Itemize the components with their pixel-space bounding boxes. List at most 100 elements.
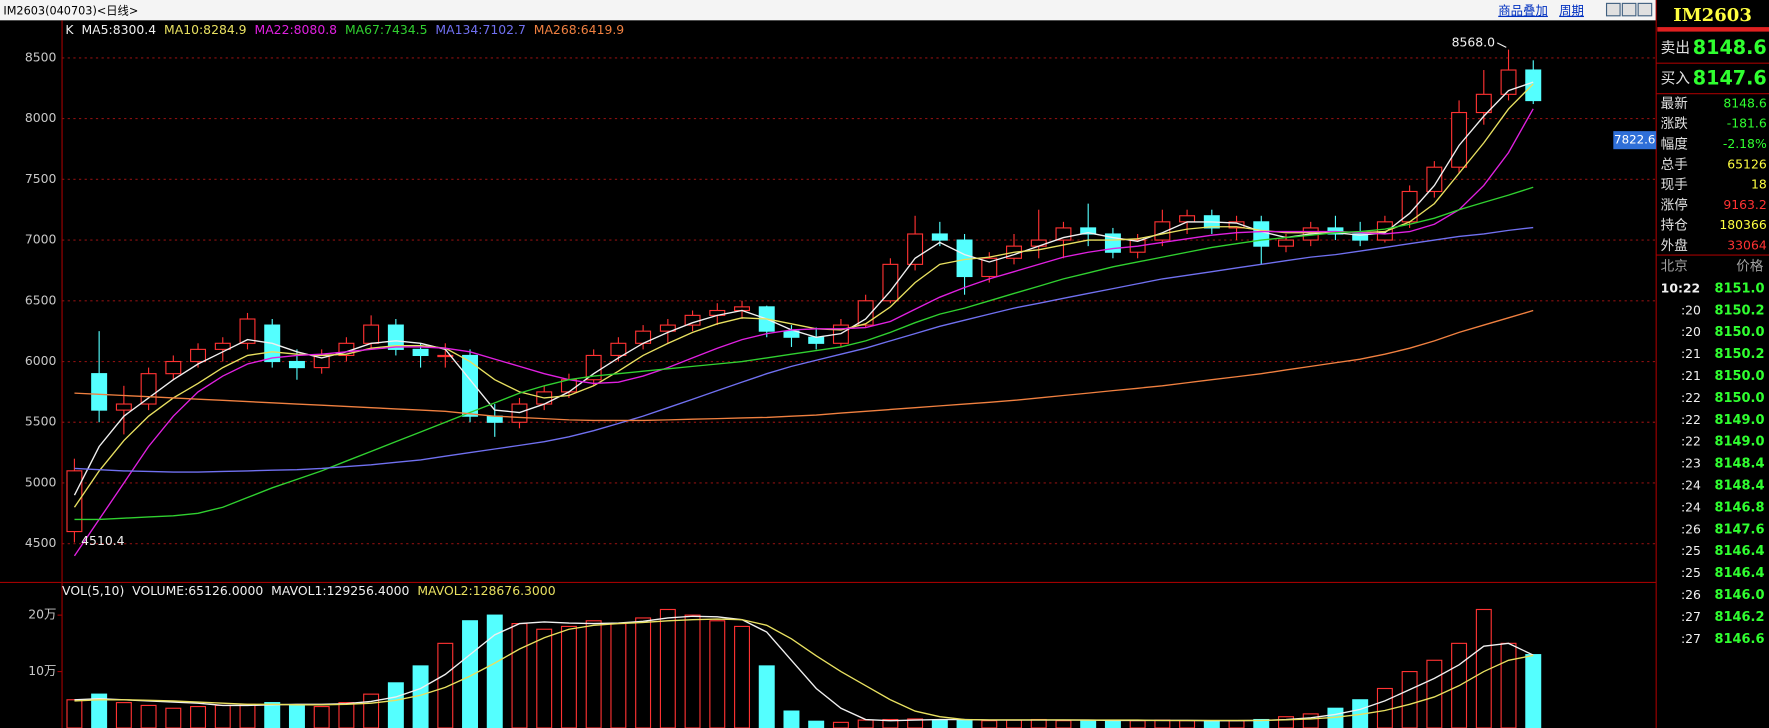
tick-price: 8146.8: [1714, 500, 1764, 515]
quote-value: 8148.6: [1723, 95, 1767, 110]
candle-body: [882, 263, 899, 302]
high-arrow: [1496, 42, 1507, 48]
volume-bar: [437, 642, 454, 728]
price-tag: 7822.6: [1614, 133, 1655, 147]
legend-entry: MA268:6419.9: [534, 22, 625, 37]
candle-body: [1500, 69, 1517, 95]
tick-price: 8148.4: [1714, 457, 1764, 472]
quote-value: 65126: [1727, 156, 1767, 171]
volume-bar: [1006, 719, 1022, 728]
top-bar: [0, 0, 1657, 21]
y-tick-label: 8000: [25, 110, 57, 125]
overlay-link[interactable]: 商品叠加: [1498, 3, 1548, 18]
volume-bar: [115, 702, 132, 728]
quote-value: 18: [1751, 177, 1767, 192]
volume-bar: [1302, 713, 1319, 728]
nav-zoom-button[interactable]: [1637, 2, 1653, 17]
volume-bar: [1030, 718, 1047, 728]
tick-price: 8146.0: [1714, 588, 1764, 603]
volume-bar: [363, 693, 380, 728]
low-label: 4510.4: [81, 533, 125, 548]
candle-body: [1451, 111, 1468, 168]
volume-bar: [709, 620, 726, 728]
volume-bar: [635, 617, 652, 728]
volume-bar: [585, 620, 602, 728]
legend-entry: MA5:8300.4: [81, 22, 156, 37]
tick-time: :24: [1681, 499, 1701, 514]
y-tick-label: 7000: [25, 232, 57, 247]
candle-body: [610, 342, 627, 357]
tick-time: :26: [1681, 587, 1701, 602]
volume-bar: [734, 625, 751, 728]
volume-bar: [264, 702, 281, 728]
candle-body: [412, 348, 429, 357]
volume-bar: [659, 608, 676, 728]
volume-bar: [140, 704, 157, 728]
tick-price: 8150.2: [1714, 347, 1764, 362]
volume-bar: [511, 623, 528, 728]
volume-bar: [882, 718, 899, 728]
quote-label: 涨停: [1661, 196, 1688, 213]
y-tick-label: 4500: [25, 535, 57, 550]
volume-bar: [165, 707, 182, 728]
ticks-header: 价格: [1736, 258, 1764, 274]
quote-big-value: 8148.6: [1693, 36, 1767, 59]
window-title: IM2603(040703)<日线>: [3, 3, 138, 17]
tick-time: :20: [1681, 324, 1701, 339]
volume-bar: [758, 665, 775, 728]
ma-line: [74, 309, 1534, 422]
volume-bar: [486, 614, 503, 728]
tick-time: :27: [1681, 631, 1701, 646]
tick-price: 8148.4: [1714, 479, 1764, 494]
nav-left-button[interactable]: [1605, 2, 1621, 17]
candle-body: [190, 348, 207, 363]
nav-right-button[interactable]: [1621, 2, 1637, 17]
volume-bar: [239, 703, 256, 728]
mavol-line: [74, 618, 1534, 722]
tick-time: :25: [1681, 543, 1701, 558]
quote-value: 33064: [1727, 238, 1767, 253]
legend-entry: K: [65, 22, 74, 37]
price-tag-box: [1613, 131, 1657, 150]
volume-bar: [808, 720, 825, 728]
symbol-underline: [1657, 27, 1769, 32]
legend-entry: MA22:8080.8: [254, 22, 337, 37]
legend-entry: MAVOL1:129256.4000: [271, 583, 409, 598]
volume-bar: [1401, 671, 1418, 728]
candle-body: [363, 324, 380, 344]
volume-bar: [857, 719, 874, 728]
legend-entry: VOL(5,10): [62, 583, 124, 598]
candle-body: [91, 373, 108, 411]
volume-bar: [462, 620, 479, 728]
high-label: 8568.0: [1452, 34, 1496, 49]
candle-body: [486, 415, 503, 423]
tick-price: 8146.6: [1714, 632, 1764, 647]
period-link[interactable]: 周期: [1559, 3, 1584, 18]
candle-body: [462, 354, 479, 417]
candle-body: [907, 233, 924, 265]
candle-body: [981, 257, 998, 278]
candle-body: [1154, 221, 1171, 241]
volume-bar: [610, 623, 627, 728]
volume-bar: [288, 704, 305, 728]
tick-time: :20: [1681, 302, 1701, 317]
tick-price: 8150.0: [1714, 391, 1764, 406]
tick-price: 8151.0: [1714, 281, 1764, 296]
volume-bar: [981, 720, 998, 728]
tick-price: 8150.0: [1714, 369, 1764, 384]
quote-label: 幅度: [1661, 136, 1689, 152]
candle-body: [684, 314, 701, 326]
tick-price: 8147.6: [1714, 522, 1764, 537]
tick-time: :22: [1681, 390, 1701, 405]
volume-bar: [313, 705, 330, 728]
candle-body: [1426, 166, 1443, 193]
volume-bar: [1500, 642, 1517, 728]
quote-label: 持仓: [1661, 218, 1689, 234]
y-tick-label: 7500: [25, 171, 57, 186]
volume-bar: [1080, 719, 1097, 728]
tick-time: :21: [1681, 346, 1701, 361]
volume-bar: [214, 704, 231, 728]
tick-price: 8150.0: [1714, 325, 1764, 340]
volume-bar: [832, 721, 849, 728]
candle-body: [1080, 227, 1097, 235]
